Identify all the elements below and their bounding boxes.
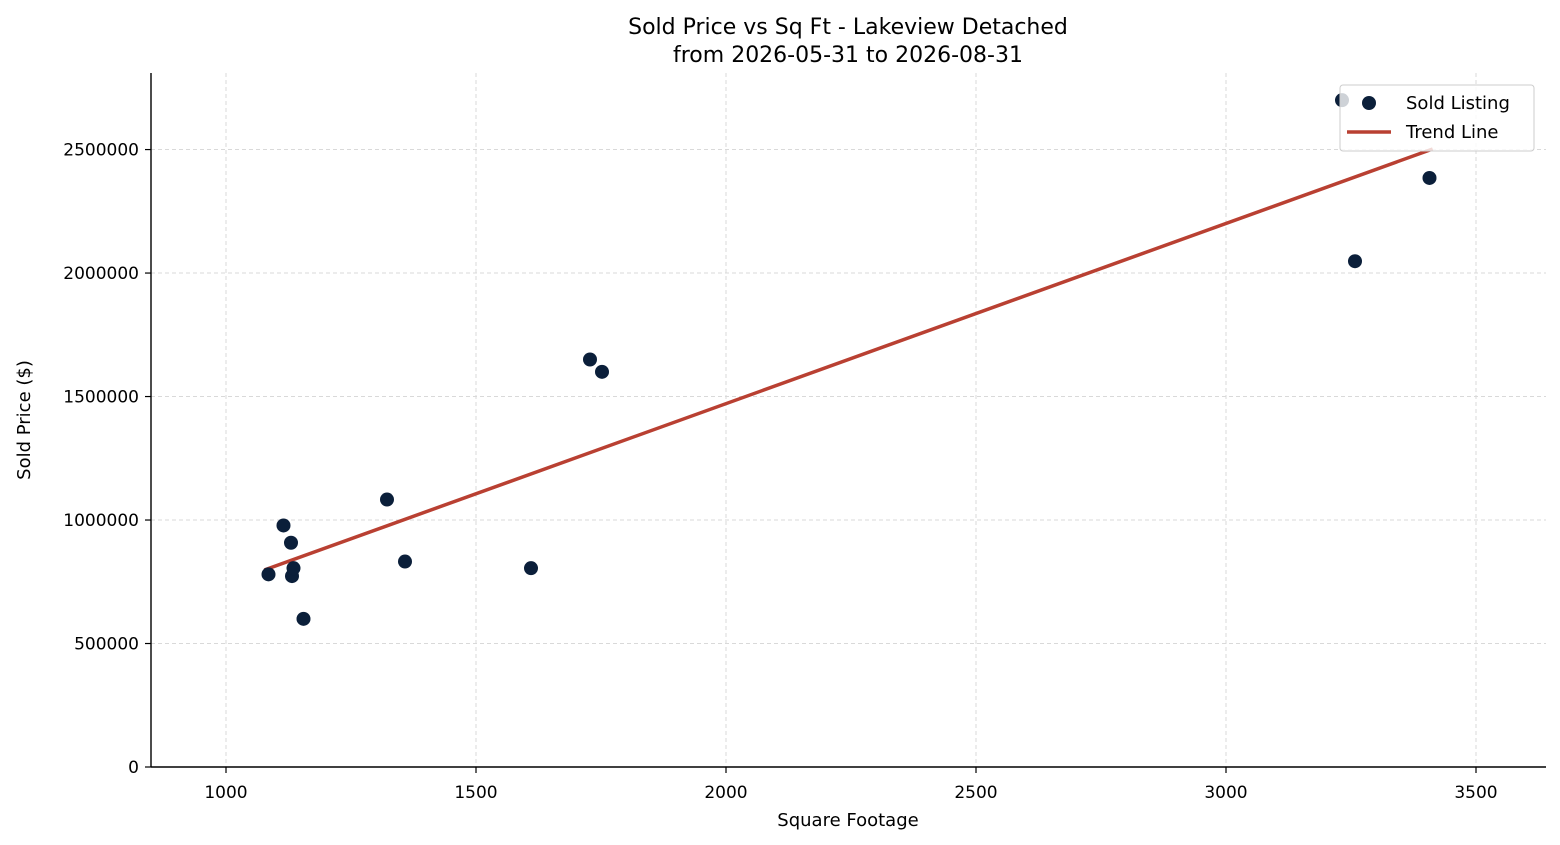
data-point: [398, 554, 412, 569]
x-tick-label: 3000: [1204, 783, 1247, 803]
y-tick-label: 2500000: [63, 141, 139, 161]
y-axis-label: Sold Price ($): [14, 360, 35, 480]
data-point: [276, 518, 291, 533]
x-tick-label: 1500: [454, 783, 497, 803]
data-point: [583, 352, 597, 367]
x-tick-label: 2000: [704, 783, 747, 803]
x-ticks: 1000 1500 2000 2500 3000 3500: [204, 767, 1498, 803]
grid-layer: [151, 73, 1546, 768]
x-tick-label: 1000: [204, 783, 247, 803]
trend-line: [263, 147, 1434, 572]
y-tick-label: 1500000: [63, 388, 139, 408]
data-point: [261, 567, 276, 582]
chart-subtitle: from 2026-05-31 to 2026-08-31: [673, 43, 1023, 68]
y-tick-label: 2000000: [63, 264, 139, 284]
x-tick-label: 2500: [954, 783, 997, 803]
legend-label-sold-listing: Sold Listing: [1406, 93, 1510, 114]
data-point: [595, 364, 609, 379]
points-layer: [261, 93, 1437, 626]
data-point: [380, 492, 394, 507]
data-point: [284, 535, 298, 550]
trend-layer: [263, 147, 1434, 572]
x-axis-label: Square Footage: [777, 810, 918, 831]
legend-box: [1339, 84, 1535, 152]
y-tick-label: 0: [128, 758, 139, 778]
legend-scatter-marker: [1362, 96, 1376, 110]
data-point: [1348, 254, 1362, 269]
data-point: [286, 561, 301, 576]
data-point: [1422, 170, 1437, 185]
y-tick-label: 500000: [74, 635, 139, 655]
legend: Sold Listing Trend Line: [1339, 84, 1535, 152]
x-tick-label: 3500: [1454, 783, 1497, 803]
y-tick-label: 1000000: [63, 511, 139, 531]
data-point: [296, 611, 311, 626]
legend-label-trend-line: Trend Line: [1405, 122, 1499, 143]
data-point: [524, 561, 538, 576]
y-ticks: 0 500000 1000000 1500000 2000000 2500000: [63, 141, 151, 778]
chart-title: Sold Price vs Sq Ft - Lakeview Detached: [628, 15, 1068, 40]
